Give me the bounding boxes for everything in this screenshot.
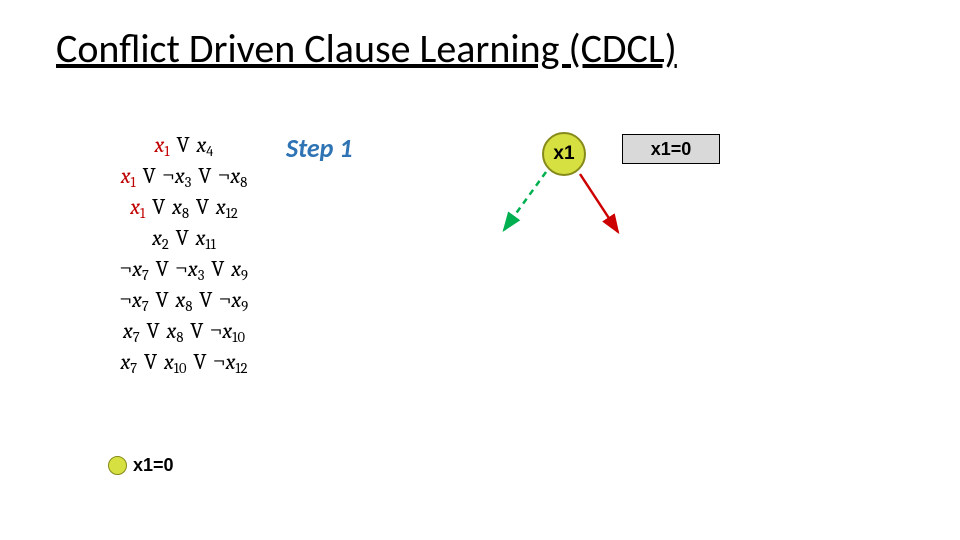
legend-circle-icon (108, 456, 127, 475)
legend: x1=0 (108, 455, 174, 476)
clause-list: x1 V x4x1 V ¬x3 V ¬x8x1 V x8 V x12x2 V x… (96, 130, 272, 378)
assignment-box-label: x1=0 (651, 139, 692, 160)
clause-line: x1 V x8 V x12 (96, 192, 272, 223)
node-x1: x1 (542, 132, 586, 176)
page-title: Conflict Driven Clause Learning (CDCL) (56, 24, 677, 73)
clause-line: x1 V ¬x3 V ¬x8 (96, 161, 272, 192)
node-x1-label: x1 (553, 143, 574, 165)
clause-line: ¬x7 V ¬x3 V x9 (96, 254, 272, 285)
clause-line: x2 V x11 (96, 223, 272, 254)
clause-line: x7 V x8 V ¬x10 (96, 316, 272, 347)
red-solid-arrow (580, 174, 618, 232)
legend-text: x1=0 (133, 455, 174, 476)
green-dashed-arrow (504, 172, 546, 230)
step-label: Step 1 (286, 132, 352, 164)
clause-line: x7 V x10 V ¬x12 (96, 347, 272, 378)
clause-line: ¬x7 V x8 V ¬x9 (96, 285, 272, 316)
decision-diagram: x1 x1=0 (490, 130, 740, 290)
clause-line: x1 V x4 (96, 130, 272, 161)
assignment-box: x1=0 (622, 134, 720, 164)
